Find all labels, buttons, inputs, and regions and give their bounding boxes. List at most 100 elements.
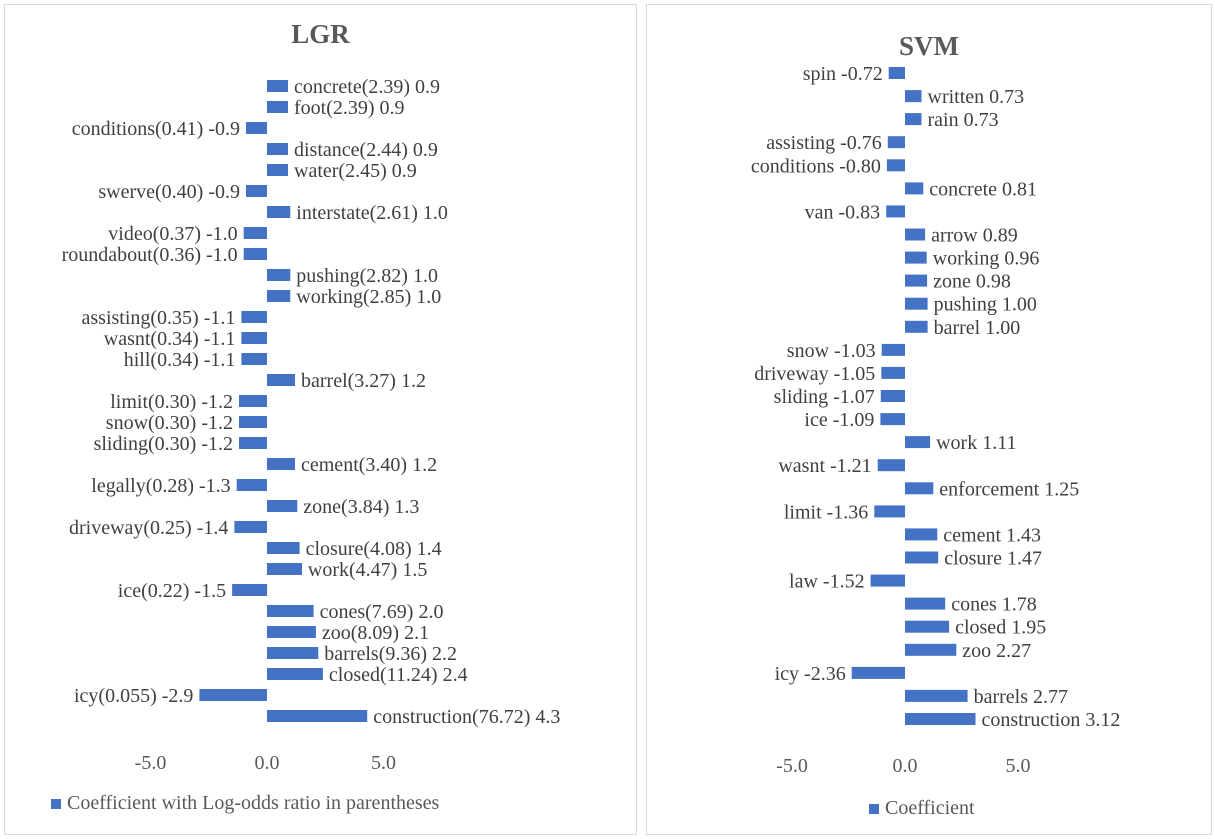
data-label: closure 1.47 [944, 548, 1042, 570]
bar [267, 164, 288, 176]
bar [239, 395, 267, 407]
bar [905, 597, 946, 610]
bar [267, 710, 368, 722]
bar [241, 311, 267, 323]
legend-swatch [869, 803, 879, 814]
bar [267, 290, 291, 302]
legend: Coefficient with Log-odds ratio in paren… [51, 792, 439, 815]
data-label: closure(4.08) 1.4 [306, 538, 442, 560]
data-label: cones 1.78 [951, 594, 1037, 616]
data-label: enforcement 1.25 [939, 478, 1079, 500]
data-label: hill(0.34) -1.1 [124, 349, 236, 371]
data-label: roundabout(0.36) -1.0 [62, 244, 238, 266]
bar [905, 274, 928, 287]
bar [243, 248, 267, 260]
bar [199, 689, 267, 701]
bar [888, 67, 905, 79]
bar [241, 353, 267, 365]
legend-label: Coefficient with Log-odds ratio in paren… [67, 792, 440, 814]
bar [905, 251, 927, 264]
data-label: limit -1.36 [784, 501, 868, 523]
data-label: sliding(0.30) -1.2 [94, 433, 233, 455]
bar [905, 643, 957, 656]
bar [246, 122, 267, 134]
data-label: arrow 0.89 [931, 225, 1018, 247]
data-label: work(4.47) 1.5 [308, 559, 427, 581]
data-label: water(2.45) 0.9 [294, 160, 417, 182]
bar [886, 159, 905, 172]
bar [267, 542, 300, 554]
data-label: construction 3.12 [982, 709, 1121, 731]
bar [267, 143, 288, 155]
data-label: working(2.85) 1.0 [296, 286, 441, 308]
data-label: working 0.96 [933, 248, 1040, 270]
bar [905, 620, 950, 633]
bar [239, 416, 267, 428]
bar [905, 90, 922, 103]
data-label: law -1.52 [789, 571, 865, 593]
bar [267, 668, 323, 680]
data-label: wasnt(0.34) -1.1 [104, 328, 236, 350]
data-label: conditions -0.80 [751, 155, 881, 177]
lgr-chart-panel: LGR concrete(2.39) 0.9 foot(2.39) 0.9 cond… [4, 4, 637, 835]
data-label: snow -1.03 [787, 340, 876, 362]
bar [886, 205, 905, 218]
bar [905, 713, 976, 725]
data-label: written 0.73 [928, 86, 1025, 108]
x-tick-label: -5.0 [135, 752, 167, 774]
data-label: zone(3.84) 1.3 [303, 496, 419, 518]
svm-chart-panel: SVM spin -0.72 written 0.73 rain 0.73 assis… [646, 4, 1212, 835]
x-tick-label: -5.0 [776, 755, 808, 777]
bar [239, 437, 267, 449]
data-label: concrete(2.39) 0.9 [294, 76, 440, 98]
bar [267, 374, 295, 386]
chart-title: LGR [291, 19, 350, 49]
bar [267, 458, 295, 470]
bar [267, 101, 288, 113]
data-label: zone 0.98 [933, 271, 1011, 293]
data-label: distance(2.44) 0.9 [294, 139, 438, 161]
data-label: limit(0.30) -1.2 [110, 391, 233, 413]
bar [905, 551, 939, 564]
bar [267, 605, 314, 617]
data-label: spin -0.72 [803, 63, 883, 85]
x-tick-label: 0.0 [893, 755, 918, 777]
bar [267, 647, 319, 659]
data-label: zoo 2.27 [962, 640, 1031, 662]
x-tick-label: 5.0 [371, 752, 396, 774]
data-label: barrels(9.36) 2.2 [324, 643, 457, 665]
data-label: foot(2.39) 0.9 [294, 97, 405, 119]
bar [243, 227, 267, 239]
bar [905, 182, 924, 195]
data-label: conditions(0.41) -0.9 [72, 118, 240, 140]
data-label: legally(0.28) -1.3 [91, 475, 230, 497]
data-label: zoo(8.09) 2.1 [322, 622, 429, 644]
bar [267, 563, 302, 575]
bar [905, 320, 928, 333]
bar [870, 574, 905, 587]
bar [905, 436, 931, 449]
bar [232, 584, 268, 596]
x-tick-label: 5.0 [1006, 755, 1031, 777]
data-label: icy -2.36 [775, 663, 846, 685]
legend: Coefficient [869, 797, 975, 820]
bar [267, 626, 316, 638]
data-label: rain 0.73 [928, 109, 999, 131]
data-label: barrel 1.00 [934, 317, 1021, 339]
data-label: cement 1.43 [943, 524, 1041, 546]
bar [905, 113, 922, 126]
bar [887, 136, 905, 149]
bar [267, 206, 291, 218]
bar [905, 689, 968, 702]
data-label: driveway(0.25) -1.4 [69, 517, 228, 539]
bar [267, 80, 288, 92]
data-label: assisting(0.35) -1.1 [82, 307, 236, 329]
bar [851, 666, 905, 679]
bar [246, 185, 267, 197]
data-label: wasnt -1.21 [778, 455, 871, 477]
bar [905, 528, 938, 541]
bar [234, 521, 267, 533]
bar [877, 459, 905, 472]
data-label: pushing 1.00 [934, 294, 1037, 316]
